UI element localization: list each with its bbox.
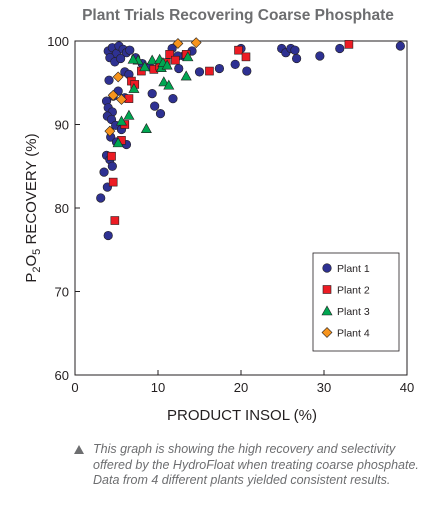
x-tick-label: 30: [317, 380, 331, 395]
y-tick-label: 80: [55, 201, 69, 216]
data-point-triangle: [112, 137, 124, 148]
y-tick-label: 90: [55, 118, 69, 133]
series-plant-3: [112, 51, 194, 148]
x-tick-label: 0: [71, 380, 78, 395]
data-point-square: [234, 45, 243, 55]
data-point-triangle: [161, 59, 173, 70]
legend-label: Plant 4: [337, 328, 370, 340]
y-tick-label: 60: [55, 368, 69, 383]
data-point-circle: [292, 53, 302, 64]
data-point-circle: [230, 59, 240, 69]
data-point-circle: [155, 109, 166, 119]
y-tick-label: 100: [47, 34, 69, 49]
data-point-diamond: [107, 89, 119, 101]
data-point-triangle: [127, 53, 139, 64]
legend-marker-circle: [322, 263, 332, 273]
data-point-circle: [194, 67, 205, 77]
data-point-diamond: [116, 94, 127, 105]
series-plant-4: [104, 37, 202, 137]
caption: This graph is showing the high recovery …: [74, 442, 424, 489]
x-tick-label: 10: [151, 380, 165, 395]
data-point-square: [107, 151, 116, 161]
data-point-circle: [116, 53, 126, 64]
y-tick-label: 70: [55, 285, 69, 300]
data-point-circle: [174, 63, 184, 74]
data-point-circle: [147, 89, 157, 99]
data-point-square: [344, 40, 354, 49]
data-point-circle: [290, 45, 300, 55]
data-point-circle: [107, 161, 117, 171]
data-point-square: [171, 55, 180, 65]
data-point-triangle: [158, 76, 170, 87]
data-point-diamond: [190, 37, 202, 49]
data-point-circle: [104, 75, 114, 85]
legend-marker-diamond: [321, 327, 333, 338]
data-point-triangle: [140, 123, 152, 133]
legend-marker-square: [322, 285, 332, 294]
caption-text: This graph is showing the high recovery …: [93, 442, 419, 487]
data-point-diamond: [104, 125, 116, 137]
data-point-circle: [242, 66, 252, 76]
x-axis-title: PRODUCT INSOL (%): [167, 407, 317, 424]
series-plant-1: [96, 41, 405, 241]
legend: Plant 1 Plant 2 Plant 3 Plant 4: [312, 252, 400, 352]
y-axis-title: P2O5 RECOVERY (%): [23, 133, 43, 282]
data-point-square: [124, 94, 134, 103]
data-point-circle: [214, 63, 225, 74]
x-tick-label: 20: [234, 380, 248, 395]
data-point-circle: [150, 101, 160, 111]
data-point-circle: [168, 94, 178, 104]
data-point-circle: [315, 51, 325, 61]
data-point-triangle: [146, 54, 158, 65]
legend-label: Plant 2: [337, 285, 370, 297]
data-point-circle: [99, 167, 109, 177]
legend-marker-triangle: [321, 305, 333, 316]
data-points: [96, 37, 405, 241]
data-point-square: [110, 216, 120, 225]
legend-label: Plant 1: [337, 263, 370, 275]
data-point-triangle: [115, 115, 127, 126]
data-point-diamond: [172, 38, 184, 49]
data-point-circle: [103, 230, 113, 241]
data-point-circle: [335, 43, 345, 54]
axis-ticks: 0 10 20 30 40 60 70 80 90 100: [47, 34, 414, 395]
data-point-square: [205, 66, 214, 76]
data-point-square: [108, 177, 118, 187]
data-point-triangle: [163, 79, 175, 90]
data-point-square: [165, 50, 174, 59]
data-point-triangle: [182, 51, 194, 62]
data-point-square: [241, 52, 251, 62]
data-point-triangle: [123, 109, 135, 120]
data-point-diamond: [112, 71, 124, 83]
data-point-triangle: [180, 70, 192, 81]
legend-label: Plant 3: [337, 306, 370, 318]
data-point-triangle: [139, 61, 151, 72]
data-point-triangle: [128, 82, 140, 93]
data-point-circle: [395, 41, 405, 51]
data-point-circle: [96, 193, 106, 203]
triangle-bullet-icon: [74, 445, 84, 454]
x-tick-label: 40: [400, 380, 414, 395]
chart-title: Plant Trials Recovering Coarse Phosphate: [82, 7, 394, 24]
data-point-circle: [125, 45, 135, 55]
